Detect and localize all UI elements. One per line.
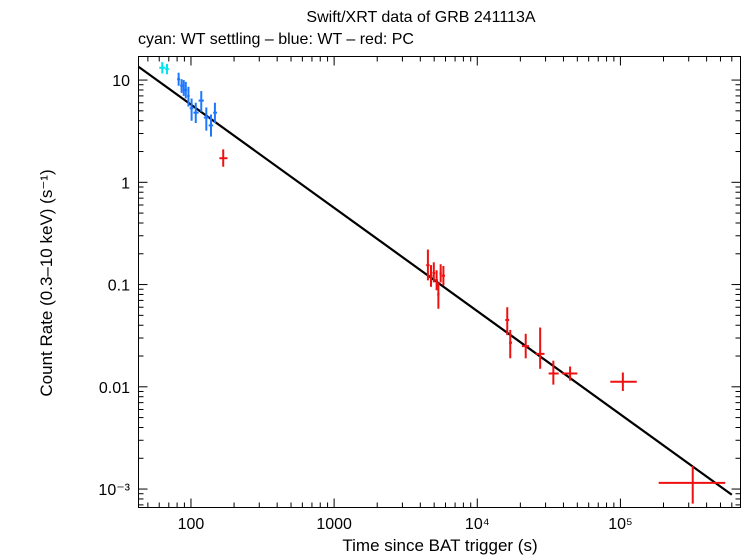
plot-frame bbox=[138, 56, 741, 508]
chart-subtitle: cyan: WT settling – blue: WT – red: PC bbox=[138, 31, 414, 48]
series-wt-settling bbox=[159, 62, 169, 75]
x-axis-label: Time since BAT trigger (s) bbox=[342, 536, 537, 555]
x-tick-label: 10⁴ bbox=[465, 516, 490, 533]
data-point bbox=[177, 72, 181, 86]
data-point bbox=[213, 102, 217, 124]
y-tick-label: 1 bbox=[121, 175, 130, 192]
x-tick-label: 10⁵ bbox=[608, 516, 632, 533]
data-point bbox=[561, 366, 578, 381]
data-point bbox=[187, 86, 190, 107]
data-point bbox=[429, 265, 433, 287]
x-tick-label: 1000 bbox=[316, 516, 352, 533]
y-tick-label: 10 bbox=[112, 73, 130, 90]
data-point bbox=[189, 98, 194, 121]
y-tick-label: 0.1 bbox=[108, 278, 130, 295]
data-point bbox=[219, 149, 228, 167]
y-axis-label: Count Rate (0.3–10 keV) (s⁻¹) bbox=[37, 169, 56, 396]
data-point bbox=[182, 80, 185, 96]
x-tick-label: 100 bbox=[178, 516, 205, 533]
model-fit-line bbox=[137, 65, 733, 496]
data-point bbox=[159, 62, 166, 74]
series-pc bbox=[219, 149, 726, 504]
data-point bbox=[509, 329, 513, 359]
series-wt bbox=[177, 72, 217, 137]
chart-title: Swift/XRT data of GRB 241113A bbox=[306, 9, 535, 26]
data-point bbox=[610, 372, 637, 391]
data-point bbox=[548, 360, 559, 385]
data-point bbox=[437, 282, 440, 309]
data-point bbox=[439, 264, 442, 283]
data-point bbox=[184, 81, 188, 99]
data-point bbox=[426, 249, 430, 281]
data-point bbox=[203, 107, 209, 131]
data-point bbox=[198, 91, 204, 112]
data-point bbox=[441, 265, 445, 286]
x-axis: 100 1000 10⁴ 10⁵ bbox=[147, 56, 733, 533]
data-point bbox=[658, 466, 726, 504]
data-point bbox=[505, 307, 510, 336]
data-point bbox=[208, 114, 214, 137]
data-point bbox=[521, 333, 530, 359]
plot-content bbox=[137, 62, 733, 504]
y-tick-label: 10⁻³ bbox=[98, 482, 130, 499]
data-point bbox=[535, 327, 545, 369]
y-axis: 10 1 0.1 0.01 10⁻³ bbox=[98, 73, 741, 506]
data-point bbox=[165, 63, 169, 75]
data-point bbox=[193, 102, 199, 124]
data-point bbox=[432, 262, 436, 283]
data-point bbox=[435, 270, 439, 291]
data-point bbox=[180, 79, 184, 93]
y-tick-label: 0.01 bbox=[99, 380, 130, 397]
